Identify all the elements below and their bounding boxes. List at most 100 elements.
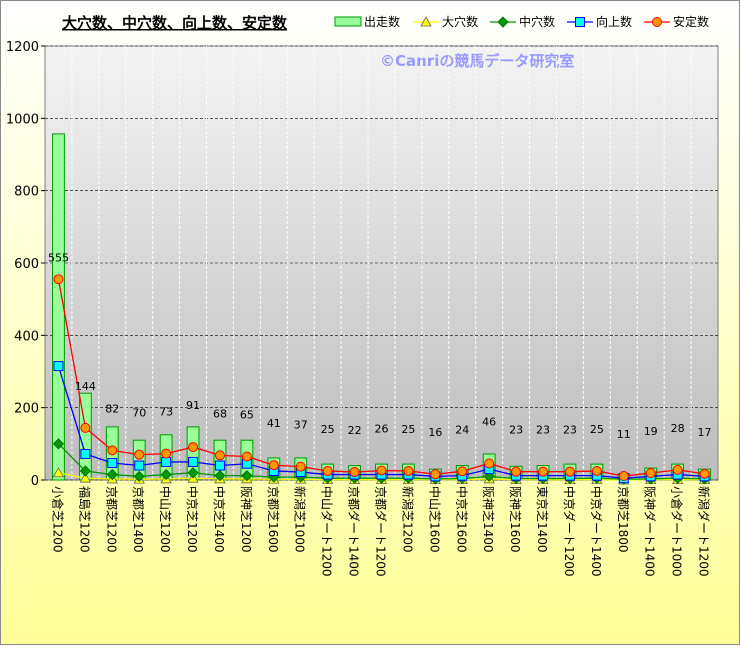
- point: [161, 456, 172, 467]
- x-tick-label: 阪神ダート1400: [643, 486, 658, 577]
- x-tick-label: 中京芝1400: [212, 486, 227, 553]
- data-label: 25: [590, 423, 604, 436]
- point: [457, 466, 468, 477]
- legend-label: 安定数: [673, 14, 709, 29]
- bar: [52, 133, 65, 481]
- point: [79, 472, 92, 483]
- data-label: 555: [48, 251, 69, 264]
- point: [511, 466, 522, 477]
- point: [484, 458, 495, 469]
- y-tick-label: 1000: [6, 112, 39, 127]
- data-label: 23: [563, 424, 577, 437]
- legend-swatch: [334, 16, 362, 27]
- point: [591, 465, 602, 476]
- y-tick-label: 600: [14, 257, 39, 272]
- x-tick-label: 京都芝1600: [266, 486, 281, 553]
- point: [188, 442, 199, 453]
- point: [161, 448, 172, 459]
- data-label: 68: [213, 407, 227, 420]
- x-tick-label: 東京芝1400: [535, 486, 550, 553]
- legend-marker: [497, 16, 509, 28]
- point: [80, 448, 91, 459]
- point: [80, 422, 91, 433]
- x-tick-label: 京都ダート1200: [374, 486, 389, 577]
- point: [699, 468, 710, 479]
- watermark: ©Canriの競馬データ研究室: [380, 52, 574, 70]
- point: [645, 468, 656, 479]
- data-label: 23: [536, 424, 550, 437]
- y-tick-label: 1200: [6, 40, 39, 55]
- point: [160, 469, 172, 481]
- data-label: 24: [455, 423, 469, 436]
- point: [241, 470, 253, 482]
- point: [538, 466, 549, 477]
- data-label: 70: [132, 407, 146, 420]
- x-tick-label: 阪神芝1600: [508, 486, 523, 553]
- data-label: 22: [348, 424, 362, 437]
- point: [322, 465, 333, 476]
- data-label: 17: [698, 426, 712, 439]
- x-tick-label: 京都ダート1400: [347, 486, 362, 577]
- data-label: 25: [401, 423, 415, 436]
- data-label: 144: [75, 380, 96, 393]
- data-label: 73: [159, 406, 173, 419]
- data-label: 23: [509, 424, 523, 437]
- point: [52, 438, 65, 450]
- y-tick-label: 800: [14, 185, 39, 200]
- data-label: 11: [617, 428, 631, 441]
- point: [134, 449, 145, 460]
- x-tick-label: 京都芝1800: [616, 486, 631, 553]
- point: [349, 467, 360, 478]
- point: [403, 465, 414, 476]
- y-tick-label: 0: [31, 474, 39, 489]
- data-label: 37: [294, 419, 308, 432]
- point: [133, 470, 145, 482]
- x-tick-label: 阪神芝1200: [239, 486, 254, 553]
- x-tick-label: 中山芝1600: [427, 486, 442, 553]
- point: [564, 466, 575, 477]
- point: [214, 460, 225, 471]
- legend-label: 向上数: [596, 14, 632, 29]
- point: [53, 274, 64, 285]
- x-tick-label: 新潟芝1000: [293, 486, 308, 553]
- data-label: 19: [644, 425, 658, 438]
- x-tick-label: 新潟ダート1200: [697, 486, 712, 577]
- x-tick-label: 京都芝1200: [104, 486, 119, 553]
- point: [268, 460, 279, 471]
- legend-marker: [420, 16, 432, 27]
- point: [107, 458, 118, 469]
- x-tick-label: 中京芝1200: [185, 486, 200, 553]
- legend-label: 大穴数: [442, 14, 478, 29]
- x-tick-label: 中京芝1600: [454, 486, 469, 553]
- point: [134, 460, 145, 471]
- data-label: 28: [671, 422, 685, 435]
- data-label: 25: [321, 423, 335, 436]
- point: [241, 451, 252, 462]
- point: [188, 456, 199, 467]
- x-tick-label: 京都芝1400: [131, 486, 146, 553]
- x-tick-label: 阪神芝1400: [481, 486, 496, 553]
- x-tick-label: 福島芝1200: [77, 486, 92, 553]
- point: [106, 469, 118, 481]
- legend-label: 中穴数: [519, 14, 555, 29]
- x-tick-label: 小倉芝1200: [50, 486, 65, 553]
- x-tick-label: 小倉ダート1000: [670, 486, 685, 577]
- point: [107, 445, 118, 456]
- data-label: 41: [267, 417, 281, 430]
- legend-marker: [575, 17, 585, 27]
- point: [79, 465, 91, 477]
- point: [376, 465, 387, 476]
- x-tick-label: 中山ダート1200: [320, 486, 335, 577]
- y-tick-label: 400: [14, 329, 39, 344]
- point: [295, 461, 306, 472]
- data-label: 82: [105, 402, 119, 415]
- legend-label: 出走数: [364, 14, 400, 29]
- point: [430, 469, 441, 480]
- data-label: 65: [240, 408, 254, 421]
- x-tick-label: 中京ダート1200: [562, 486, 577, 577]
- point: [672, 464, 683, 475]
- data-label: 26: [375, 423, 389, 436]
- point: [187, 467, 199, 479]
- data-label: 46: [482, 415, 496, 428]
- point: [53, 361, 64, 372]
